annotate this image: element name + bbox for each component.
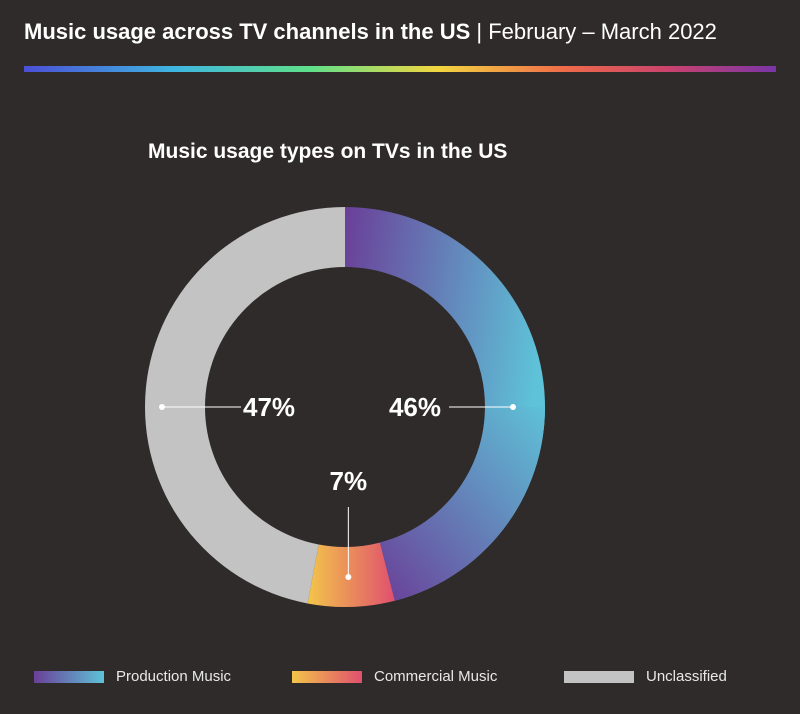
legend-item-unclassified: Unclassified bbox=[564, 668, 727, 685]
date-range: February – March 2022 bbox=[488, 19, 717, 44]
data-label-unclassified: 47% bbox=[243, 392, 295, 422]
legend-swatch-production bbox=[34, 670, 104, 683]
legend-item-commercial-music: Commercial Music bbox=[292, 668, 497, 685]
legend-label: Production Music bbox=[116, 668, 232, 685]
slice-commercial-music bbox=[307, 542, 395, 607]
slice-unclassified bbox=[144, 207, 345, 604]
page-title: Music usage across TV channels in the US bbox=[24, 19, 471, 44]
chart-legend: Production Music Commercial Music Unclas… bbox=[0, 668, 800, 692]
data-label-production-music: 46% bbox=[389, 392, 441, 422]
chart-title: Music usage types on TVs in the US bbox=[148, 140, 508, 163]
legend-label: Commercial Music bbox=[374, 668, 498, 685]
legend-swatch-commercial bbox=[292, 670, 362, 683]
leader-dot-unclassified bbox=[159, 404, 165, 410]
leader-dot-commercial-music bbox=[345, 574, 352, 580]
slice-production-music-lower bbox=[379, 407, 545, 601]
legend-swatch-unclassified bbox=[564, 670, 634, 683]
data-label-commercial-music: 7% bbox=[330, 466, 368, 496]
legend-label: Unclassified bbox=[646, 668, 727, 685]
title-separator: | bbox=[476, 19, 483, 44]
legend-item-production-music: Production Music bbox=[34, 668, 231, 685]
leader-dot-production-music bbox=[510, 404, 516, 410]
page-header: Music usage across TV channels in the US… bbox=[24, 16, 784, 48]
rainbow-divider bbox=[24, 66, 776, 72]
